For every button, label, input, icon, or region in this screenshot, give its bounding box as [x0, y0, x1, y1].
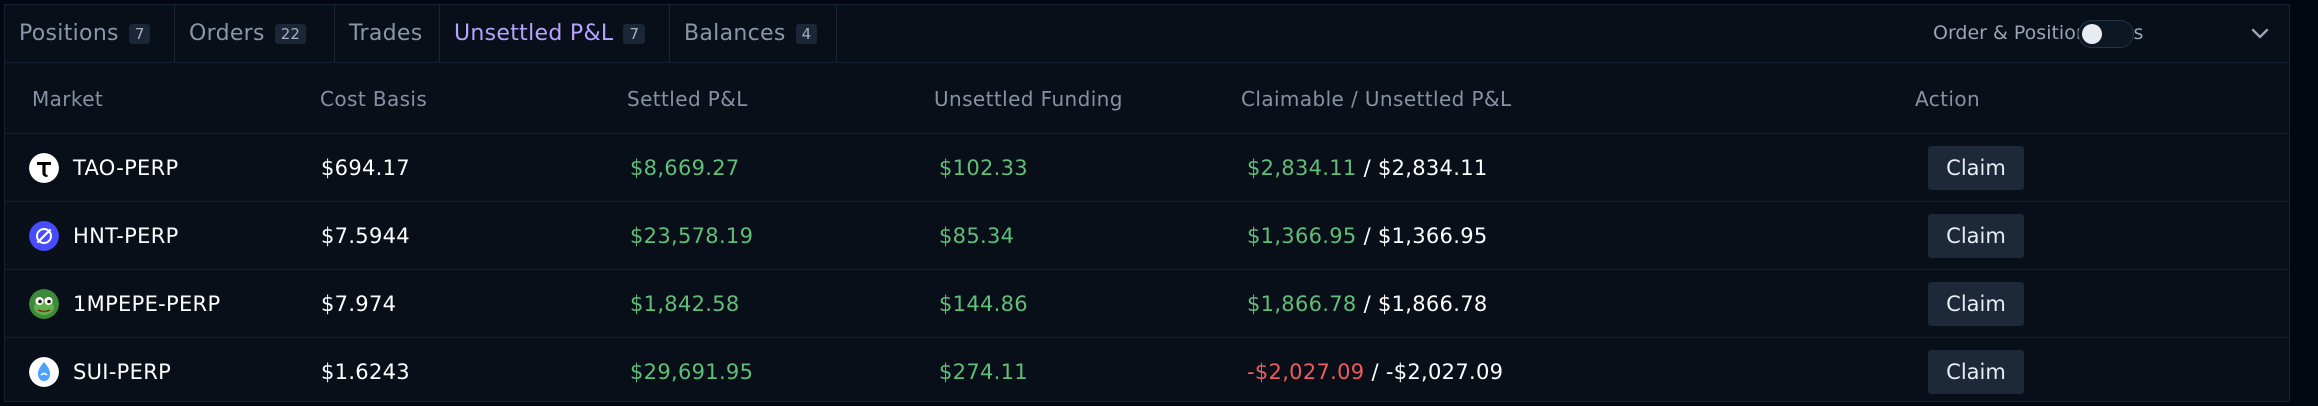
column-header-cost-basis: Cost Basis	[320, 87, 428, 111]
tab-label: Trades	[349, 21, 423, 46]
unsettled-pnl: $1,366.95	[1377, 224, 1488, 248]
chevron-down-icon[interactable]	[2243, 17, 2277, 51]
tab-count-badge: 7	[128, 23, 151, 44]
claimable-unsettled-pnl: $2,834.11 / $2,834.11	[1247, 156, 1488, 180]
column-header-action: Action	[1915, 87, 1981, 111]
column-header-claimable: Claimable / Unsettled P&L	[1241, 87, 1512, 111]
market-name: HNT-PERP	[73, 224, 179, 248]
claimable-amount: $2,834.11	[1247, 156, 1357, 180]
tab-positions[interactable]: Positions 7	[5, 5, 175, 62]
column-header-unsettled-funding: Unsettled Funding	[934, 87, 1123, 111]
unsettled-pnl: $2,834.11	[1377, 156, 1488, 180]
hnt-icon	[29, 221, 59, 251]
tab-label: Positions	[19, 21, 119, 46]
separator: /	[1363, 224, 1371, 248]
tab-count-badge: 4	[795, 23, 818, 44]
tao-icon	[29, 153, 59, 183]
unsettled-funding: $144.86	[939, 292, 1028, 316]
tab-unsettled-pnl[interactable]: Unsettled P&L 7	[440, 5, 670, 62]
claimable-unsettled-pnl: -$2,027.09 / -$2,027.09	[1247, 360, 1503, 384]
claimable-amount: -$2,027.09	[1247, 360, 1365, 384]
cost-basis: $694.17	[321, 156, 410, 180]
table-row: TAO-PERP $694.17 $8,669.27 $102.33 $2,83…	[5, 134, 2289, 202]
tab-count-badge: 7	[623, 23, 646, 44]
unsettled-funding: $85.34	[939, 224, 1015, 248]
separator: /	[1371, 360, 1379, 384]
unsettled-pnl: -$2,027.09	[1385, 360, 1504, 384]
cost-basis: $1.6243	[321, 360, 410, 384]
market-name: TAO-PERP	[73, 156, 179, 180]
column-header-market: Market	[32, 87, 104, 111]
claimable-amount: $1,866.78	[1247, 292, 1357, 316]
tab-count-badge: 22	[274, 23, 306, 44]
settled-pnl: $29,691.95	[630, 360, 754, 384]
separator: /	[1363, 156, 1371, 180]
tab-trades[interactable]: Trades	[335, 5, 440, 62]
claimable-unsettled-pnl: $1,866.78 / $1,866.78	[1247, 292, 1488, 316]
unsettled-funding: $102.33	[939, 156, 1028, 180]
market-name: 1MPEPE-PERP	[73, 292, 221, 316]
separator: /	[1363, 292, 1371, 316]
order-position-lines-toggle[interactable]	[2078, 20, 2134, 48]
claim-button[interactable]: Claim	[1928, 350, 2024, 394]
unsettled-pnl: $1,866.78	[1377, 292, 1488, 316]
tab-label: Unsettled P&L	[454, 21, 614, 46]
tab-orders[interactable]: Orders 22	[175, 5, 335, 62]
tab-bar: Positions 7 Orders 22 Trades Unsettled P…	[5, 5, 2289, 63]
claim-button[interactable]: Claim	[1928, 282, 2024, 326]
sui-icon	[29, 357, 59, 387]
unsettled-pnl-panel: Positions 7 Orders 22 Trades Unsettled P…	[4, 4, 2290, 402]
pepe-icon	[29, 289, 59, 319]
table-row: SUI-PERP $1.6243 $29,691.95 $274.11 -$2,…	[5, 338, 2289, 406]
cost-basis: $7.974	[321, 292, 397, 316]
table-header: Market Cost Basis Settled P&L Unsettled …	[5, 63, 2289, 134]
claimable-amount: $1,366.95	[1247, 224, 1357, 248]
settled-pnl: $23,578.19	[630, 224, 754, 248]
table-row: HNT-PERP $7.5944 $23,578.19 $85.34 $1,36…	[5, 202, 2289, 270]
market-name: SUI-PERP	[73, 360, 172, 384]
claim-button[interactable]: Claim	[1928, 146, 2024, 190]
tab-label: Orders	[189, 21, 265, 46]
claimable-unsettled-pnl: $1,366.95 / $1,366.95	[1247, 224, 1488, 248]
toggle-knob	[2082, 24, 2102, 44]
cost-basis: $7.5944	[321, 224, 410, 248]
settled-pnl: $8,669.27	[630, 156, 740, 180]
settled-pnl: $1,842.58	[630, 292, 740, 316]
tab-balances[interactable]: Balances 4	[670, 5, 837, 62]
column-header-settled-pnl: Settled P&L	[627, 87, 748, 111]
claim-button[interactable]: Claim	[1928, 214, 2024, 258]
tab-label: Balances	[684, 21, 786, 46]
unsettled-funding: $274.11	[939, 360, 1028, 384]
table-row: 1MPEPE-PERP $7.974 $1,842.58 $144.86 $1,…	[5, 270, 2289, 338]
